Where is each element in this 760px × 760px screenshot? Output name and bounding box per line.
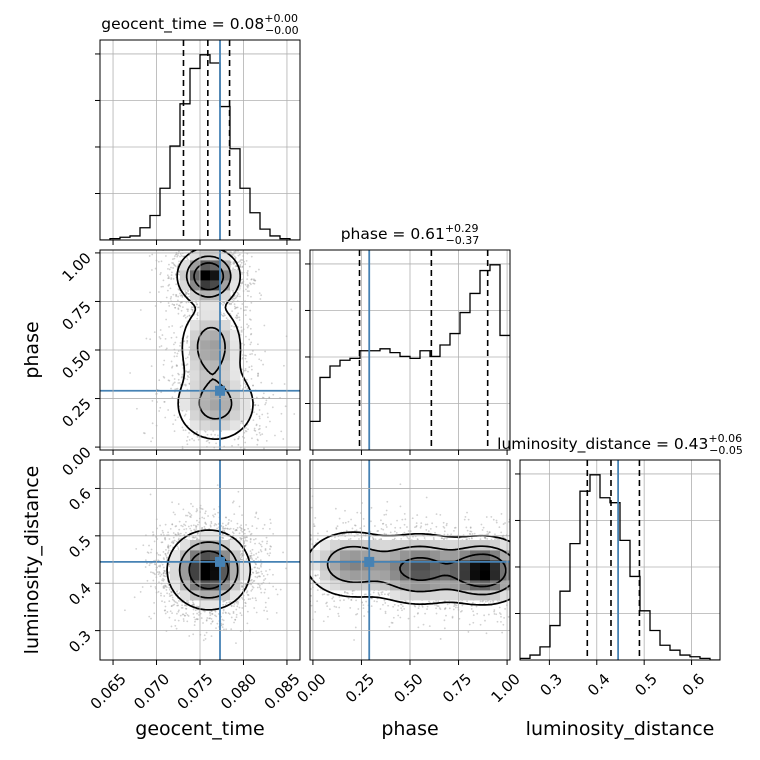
title-phase: phase = 0.61+0.29 −0.37 bbox=[341, 222, 480, 247]
x-ticks-geocent_time-row0 bbox=[112, 240, 288, 245]
y-tick-label: 0.3 bbox=[65, 627, 95, 657]
histogram-geocent_time bbox=[100, 40, 300, 240]
x-tick-label: 1.00 bbox=[487, 670, 523, 706]
histogram-step bbox=[310, 264, 510, 450]
histogram-phase bbox=[310, 250, 510, 450]
density-cells bbox=[170, 530, 251, 611]
y-axis-label-luminosity_distance: luminosity_distance bbox=[21, 466, 43, 655]
x-tick-label: 0.4 bbox=[584, 670, 614, 700]
x-tick-label: 0.75 bbox=[439, 670, 475, 706]
y-axis-label-phase: phase bbox=[21, 321, 43, 378]
x-tick-label: 0.075 bbox=[174, 670, 217, 713]
hist-y-ticks bbox=[95, 53, 100, 194]
contour-level bbox=[310, 531, 510, 606]
y-ticks-phase-col0: 0.00 0.25 0.50 0.75 1.00 bbox=[58, 249, 100, 480]
truth-marker bbox=[364, 556, 375, 567]
x-tick-label: 0.070 bbox=[130, 670, 173, 713]
grid bbox=[520, 460, 720, 660]
x-ticks-geocent_time-row1 bbox=[112, 450, 288, 455]
y-tick-label: 0.4 bbox=[65, 579, 95, 609]
x-tick-label: 0.080 bbox=[217, 670, 260, 713]
histogram-step bbox=[100, 54, 300, 240]
x-tick-label: 0.6 bbox=[679, 670, 709, 700]
x-tick-label: 0.00 bbox=[293, 670, 329, 706]
x-axis-label-luminosity_distance: luminosity_distance bbox=[526, 718, 715, 740]
y-tick-label: 1.00 bbox=[58, 249, 94, 285]
grid bbox=[100, 250, 300, 450]
x-axis-label-geocent_time: geocent_time bbox=[135, 718, 264, 740]
x-tick-label: 0.5 bbox=[631, 670, 661, 700]
x-ticks-geocent_time-row2: 0.065 0.070 0.075 0.080 0.085 bbox=[87, 660, 304, 713]
density-phase-luminosity_distance bbox=[310, 460, 510, 660]
x-tick-label: 0.25 bbox=[342, 670, 378, 706]
panel-frame bbox=[519, 459, 721, 661]
y-tick-label: 0.00 bbox=[58, 443, 94, 479]
x-axis-label-phase: phase bbox=[381, 718, 438, 740]
y-ticks-luminosity_distance-col0: 0.3 0.4 0.5 0.6 bbox=[65, 485, 100, 657]
contour-level bbox=[166, 529, 252, 611]
truth-marker bbox=[215, 385, 225, 396]
x-ticks-luminosity_distance-row2: 0.3 0.4 0.5 0.6 bbox=[537, 660, 709, 700]
y-tick-label: 0.25 bbox=[58, 395, 94, 431]
grid bbox=[100, 40, 300, 240]
grid bbox=[310, 460, 510, 660]
y-tick-label: 0.5 bbox=[65, 532, 95, 562]
contours bbox=[310, 531, 510, 606]
x-tick-label: 0.065 bbox=[87, 670, 130, 713]
y-tick-label: 0.75 bbox=[58, 298, 94, 334]
x-tick-label: 0.3 bbox=[537, 670, 567, 700]
title-luminosity_distance: luminosity_distance = 0.43+0.06 −0.05 bbox=[497, 432, 743, 457]
title-geocent_time: geocent_time = 0.08+0.00 −0.00 bbox=[101, 12, 298, 37]
y-tick-label: 0.6 bbox=[65, 485, 95, 515]
density-geocent_time-phase bbox=[100, 250, 300, 450]
hist-y-ticks bbox=[305, 263, 310, 404]
y-tick-label: 0.50 bbox=[58, 346, 94, 382]
histogram-luminosity_distance bbox=[520, 460, 720, 660]
x-tick-label: 0.50 bbox=[390, 670, 426, 706]
density-cells bbox=[310, 540, 510, 601]
x-ticks-phase-row1 bbox=[312, 450, 508, 455]
contour-level bbox=[399, 553, 507, 588]
density-geocent_time-luminosity_distance bbox=[100, 460, 300, 660]
truth-marker bbox=[215, 556, 225, 567]
grid bbox=[100, 460, 300, 660]
histogram-step bbox=[520, 474, 720, 660]
x-ticks-phase-row2: 0.00 0.25 0.50 0.75 1.00 bbox=[293, 660, 524, 706]
hist-y-ticks bbox=[515, 473, 520, 614]
